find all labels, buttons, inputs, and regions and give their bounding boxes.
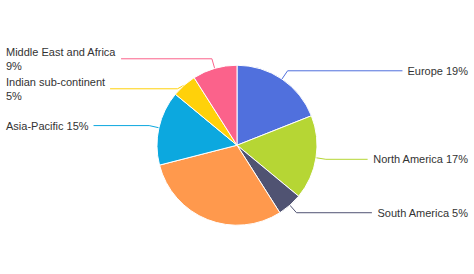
svg-text:North America 17%: North America 17% bbox=[373, 153, 468, 165]
svg-text:Asia-Pacific 15%: Asia-Pacific 15% bbox=[6, 120, 89, 132]
svg-text:9%: 9% bbox=[6, 60, 22, 72]
svg-text:Europe 19%: Europe 19% bbox=[407, 65, 468, 77]
svg-text:5%: 5% bbox=[6, 90, 22, 102]
svg-text:Middle East and Africa: Middle East and Africa bbox=[6, 46, 116, 58]
svg-text:South America 5%: South America 5% bbox=[378, 207, 469, 219]
svg-text:Indian sub-continent: Indian sub-continent bbox=[6, 76, 105, 88]
